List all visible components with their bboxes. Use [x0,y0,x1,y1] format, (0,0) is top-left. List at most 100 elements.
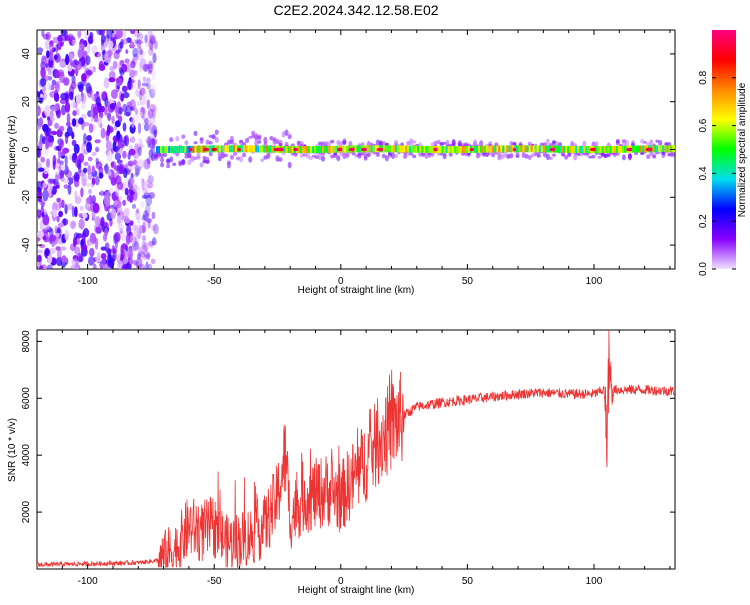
y-tick-label: 20 [21,96,32,108]
heatmap-cell [87,241,94,246]
heatmap-cell [42,182,47,189]
heatmap-cell [245,137,250,144]
heatmap-cell [129,106,135,111]
heatmap-cell [261,145,264,153]
heatmap-cell [149,147,155,158]
heatmap-cell [141,255,148,261]
heatmap-cell [522,145,525,153]
heatmap-cell [37,230,44,239]
heatmap-cell [327,141,332,148]
heatmap-cell [226,139,231,145]
heatmap-cell [344,145,347,153]
heatmap-cell [455,146,458,154]
heatmap-cell [506,145,509,153]
y-tick-label: 6000 [21,387,32,410]
heatmap-cell [465,146,468,153]
heatmap-cell [308,156,313,161]
heatmap-cell [154,153,158,160]
heatmap-cell [60,199,65,209]
heatmap-cell [532,145,535,153]
heatmap-cell [372,145,375,153]
heatmap-cell [38,139,43,150]
heatmap-cell [85,55,91,66]
heatmap-cell [318,141,322,146]
heatmap-cell [132,53,139,61]
heatmap-cell [117,181,124,190]
heatmap-cell [154,40,158,50]
heatmap-cell [403,145,406,153]
heatmap-cell [424,152,429,159]
heatmap-cell [39,264,44,269]
heatmap-cell [142,118,148,128]
heatmap-cell [100,34,106,43]
heatmap-cell [86,135,92,142]
heatmap-cell [611,145,614,153]
heatmap-cell [134,143,139,154]
heatmap-cell [135,165,140,175]
heatmap-cell [87,35,94,45]
heatmap-cell [39,117,44,127]
colorbar-tick-label: 0.0 [698,262,709,276]
heatmap-cell [141,214,147,221]
heatmap-cell [48,43,55,52]
heatmap-cell [80,243,88,251]
heatmap-cell [297,146,300,154]
heatmap-cell [409,152,414,156]
heatmap-cell [132,159,137,166]
heatmap-cell [148,138,156,149]
heatmap-cell [134,159,138,172]
heatmap-cell [272,138,277,145]
heatmap-cell [230,145,233,153]
heatmap-cell [65,135,69,145]
heatmap-cell [122,150,127,159]
heatmap-cell [506,155,511,160]
heatmap-cell [67,33,74,39]
heatmap-cell [140,143,144,149]
heatmap-cell [141,235,146,241]
x-tick-label: -100 [78,276,98,287]
heatmap-cell [150,36,155,45]
heatmap-cell [394,153,398,159]
heatmap-cell [66,112,71,125]
heatmap-cell [57,222,65,228]
heatmap-cell [64,155,68,167]
heatmap-cell [247,145,250,153]
heatmap-cell [147,108,154,119]
heatmap-cell [144,34,148,44]
heatmap-cell [134,86,140,95]
heatmap-cell [149,122,153,134]
heatmap-cell [87,175,93,180]
heatmap-cell [135,209,141,220]
heatmap-cell [91,95,95,101]
heatmap-cell [140,244,148,255]
heatmap-cell [78,43,85,50]
heatmap-peak [293,147,299,152]
snr-series-line [37,330,675,568]
heatmap-cell [42,123,49,133]
heatmap-cell [147,218,151,229]
heatmap-cell [577,146,580,153]
heatmap-cell [311,146,314,154]
heatmap-cell [129,79,135,84]
heatmap-cell [640,139,645,144]
heatmap-cell [148,88,152,93]
heatmap-cell [303,146,306,154]
heatmap-cell [40,93,44,99]
heatmap-cell [624,139,629,147]
x-tick-label: 0 [338,576,344,587]
heatmap-cell [118,141,123,149]
heatmap-cell [53,181,60,188]
heatmap-cell [363,153,368,159]
heatmap-cell [67,203,74,211]
heatmap-cell [42,166,50,175]
heatmap-cell [92,202,100,214]
heatmap-cell [144,203,151,216]
heatmap-cell [548,156,553,160]
heatmap-cell [123,37,128,45]
heatmap-cell [142,187,148,194]
heatmap-cell [39,243,46,249]
heatmap-cell [411,145,414,153]
heatmap-cell [439,146,442,154]
heatmap-cell [114,105,119,115]
heatmap-cell [254,140,259,147]
